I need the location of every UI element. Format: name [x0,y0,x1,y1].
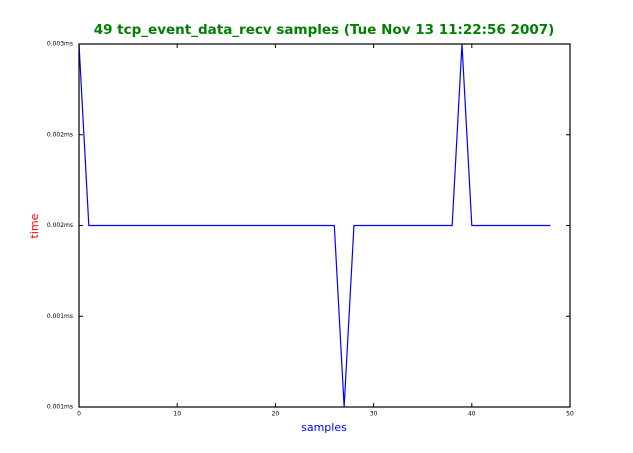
x-tick-label: 50 [566,411,574,418]
x-tick-label: 20 [272,411,280,418]
data-line [78,43,551,408]
y-tick-label: 0.001ms [47,404,73,411]
x-tick-label: 40 [468,411,476,418]
y-tick-label: 0.003ms [47,41,73,48]
plot-frame [78,43,571,408]
x-tick-label: 0 [77,411,81,418]
y-tick-label: 0.001ms [47,313,73,320]
y-axis-label: time [28,213,41,238]
x-tick-label: 10 [173,411,181,418]
y-tick-label: 0.002ms [47,222,73,229]
chart-title: 49 tcp_event_data_recv samples (Tue Nov … [94,22,555,38]
x-axis-label: samples [301,421,347,434]
x-tick-label: 30 [370,411,378,418]
y-tick-label: 0.002ms [47,131,73,138]
